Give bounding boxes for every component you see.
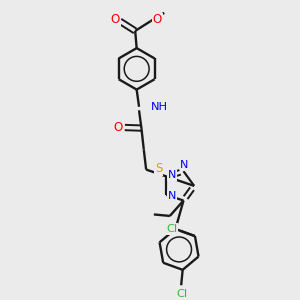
Text: N: N [180,160,189,170]
Text: O: O [111,14,120,26]
Text: Cl: Cl [166,224,177,234]
Text: O: O [153,14,162,26]
Text: N: N [168,170,176,180]
Text: Cl: Cl [176,289,187,298]
Text: S: S [155,163,162,176]
Text: N: N [168,191,176,201]
Text: NH: NH [151,102,168,112]
Text: O: O [114,121,123,134]
